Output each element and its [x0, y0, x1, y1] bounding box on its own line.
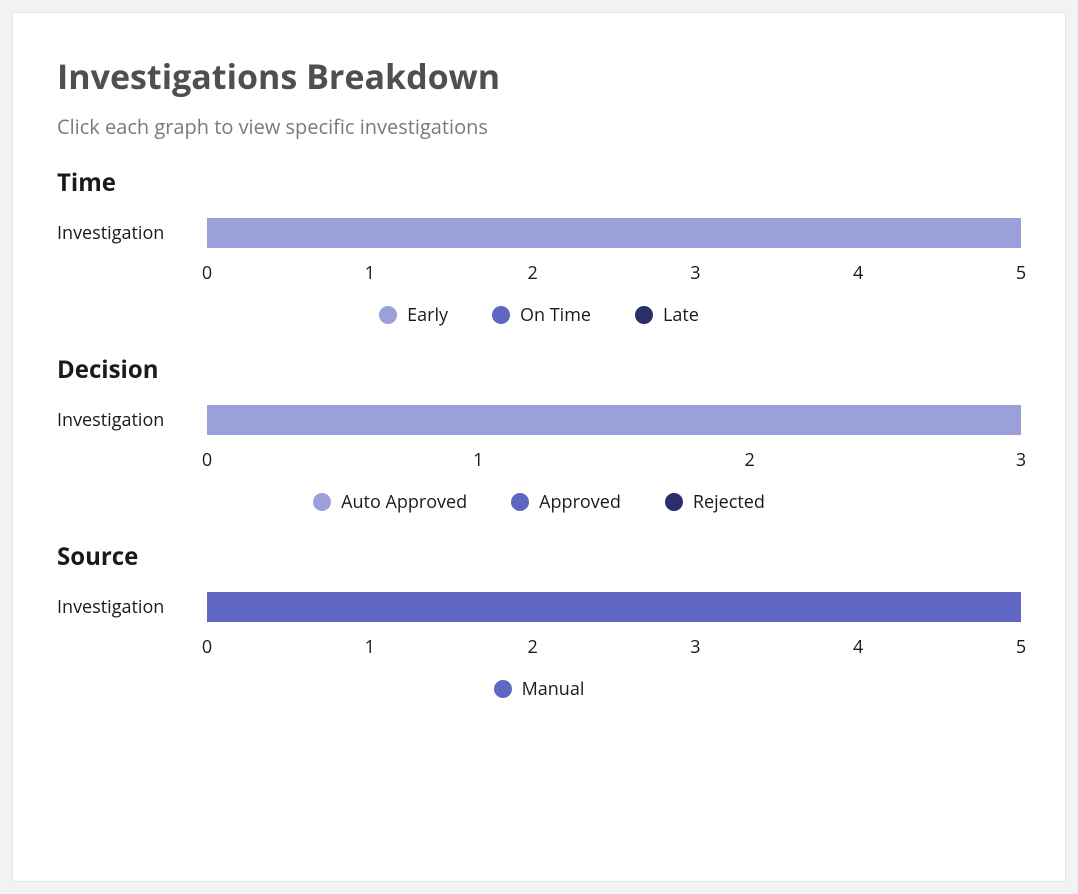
charts-container: TimeInvestigation012345EarlyOn TimeLateD…	[57, 166, 1021, 701]
legend-decision: Auto Approved Approved Rejected	[57, 490, 1021, 514]
legend-swatch-icon	[494, 680, 512, 698]
x-tick: 3	[690, 635, 700, 659]
x-tick: 5	[1016, 635, 1026, 659]
bar-segment-time-early[interactable]	[207, 218, 1021, 248]
legend-label: Manual	[522, 677, 585, 701]
x-tick: 3	[1016, 448, 1026, 472]
legend-item-approved[interactable]: Approved	[511, 490, 621, 514]
axis-area: 0123	[207, 448, 1021, 472]
chart-title-decision: Decision	[57, 353, 1021, 386]
x-axis: 012345	[57, 261, 1021, 285]
legend-item-auto-approved[interactable]: Auto Approved	[313, 490, 467, 514]
legend-label: Auto Approved	[341, 490, 467, 514]
chart-title-time: Time	[57, 166, 1021, 199]
x-tick: 1	[365, 635, 375, 659]
legend-swatch-icon	[635, 306, 653, 324]
legend-swatch-icon	[665, 493, 683, 511]
x-tick: 2	[527, 261, 537, 285]
legend-swatch-icon	[313, 493, 331, 511]
legend-label: Rejected	[693, 490, 765, 514]
x-tick: 3	[690, 261, 700, 285]
x-tick: 0	[202, 448, 212, 472]
legend-item-on-time[interactable]: On Time	[492, 303, 591, 327]
legend-item-early[interactable]: Early	[379, 303, 448, 327]
x-tick: 5	[1016, 261, 1026, 285]
chart-section-decision: DecisionInvestigation0123Auto ApprovedAp…	[57, 353, 1021, 514]
x-tick: 0	[202, 261, 212, 285]
x-tick: 4	[853, 635, 863, 659]
x-tick: 0	[202, 635, 212, 659]
x-tick: 2	[745, 448, 755, 472]
y-category-label: Investigation	[57, 221, 207, 245]
legend-swatch-icon	[379, 306, 397, 324]
x-tick: 2	[527, 635, 537, 659]
chart-row: Investigation	[57, 402, 1021, 438]
chart-section-time: TimeInvestigation012345EarlyOn TimeLate	[57, 166, 1021, 327]
x-tick: 1	[473, 448, 483, 472]
axis-area: 012345	[207, 261, 1021, 285]
plot-area	[207, 402, 1021, 438]
page-title: Investigations Breakdown	[57, 53, 1021, 99]
chart-row: Investigation	[57, 215, 1021, 251]
legend-item-late[interactable]: Late	[635, 303, 699, 327]
chart-row: Investigation	[57, 589, 1021, 625]
y-category-label: Investigation	[57, 595, 207, 619]
legend-source: Manual	[57, 677, 1021, 701]
chart-title-source: Source	[57, 540, 1021, 573]
chart-section-source: SourceInvestigation012345Manual	[57, 540, 1021, 701]
bar-segment-decision-auto-approved[interactable]	[207, 405, 1021, 435]
breakdown-panel: Investigations Breakdown Click each grap…	[12, 12, 1066, 882]
x-axis: 0123	[57, 448, 1021, 472]
legend-label: Late	[663, 303, 699, 327]
x-tick: 4	[853, 261, 863, 285]
axis-area: 012345	[207, 635, 1021, 659]
legend-item-manual[interactable]: Manual	[494, 677, 585, 701]
bar-segment-source-manual[interactable]	[207, 592, 1021, 622]
legend-time: Early On Time Late	[57, 303, 1021, 327]
x-axis: 012345	[57, 635, 1021, 659]
legend-item-rejected[interactable]: Rejected	[665, 490, 765, 514]
legend-label: Early	[407, 303, 448, 327]
y-category-label: Investigation	[57, 408, 207, 432]
legend-label: On Time	[520, 303, 591, 327]
page-subtitle: Click each graph to view specific invest…	[57, 113, 1021, 140]
x-tick: 1	[365, 261, 375, 285]
legend-swatch-icon	[511, 493, 529, 511]
plot-area	[207, 589, 1021, 625]
legend-swatch-icon	[492, 306, 510, 324]
legend-label: Approved	[539, 490, 621, 514]
plot-area	[207, 215, 1021, 251]
